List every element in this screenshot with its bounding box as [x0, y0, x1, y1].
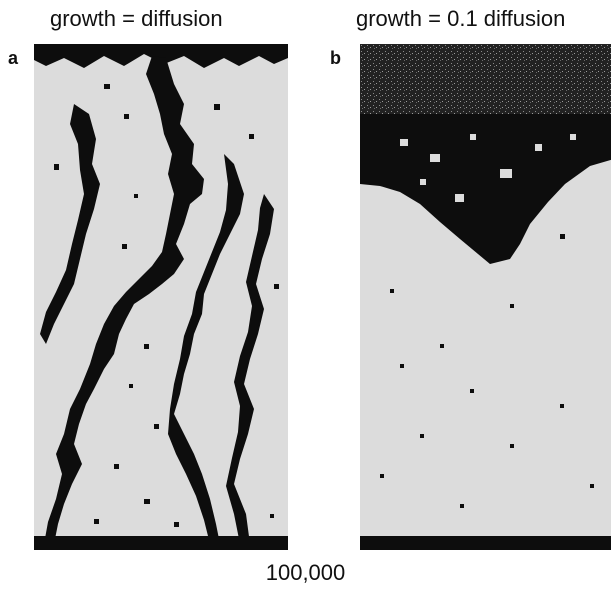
- panel-b-title: growth = 0.1 diffusion: [356, 6, 566, 31]
- panel-b-pattern: [360, 44, 611, 550]
- panel-b-simulation-image: [360, 44, 611, 550]
- panel-b-letter: b: [330, 48, 341, 68]
- panel-a-letter: a: [8, 48, 19, 68]
- panel-a-simulation-image: [34, 44, 288, 550]
- panel-a-pattern: [34, 44, 288, 550]
- footer-label: 100,000: [265, 560, 346, 585]
- panel-a-title: growth = diffusion: [50, 6, 223, 31]
